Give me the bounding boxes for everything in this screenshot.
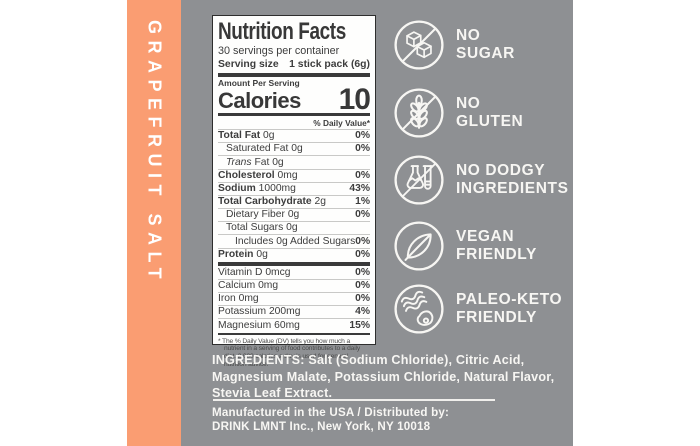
claim-text: NO SUGAR <box>456 26 515 63</box>
flavor-name: GRAPEFRUIT SALT <box>144 20 165 286</box>
vegan-friendly-icon <box>393 220 445 272</box>
claim-text: NO GLUTEN <box>456 94 524 131</box>
table-row: Total Fat 0g 0% <box>218 129 370 142</box>
medium-divider <box>218 113 370 116</box>
thin-divider <box>218 332 370 335</box>
ingredients-line: INGREDIENTS: Salt (Sodium Chloride), Cit… <box>212 353 525 367</box>
nutrient-rows: Total Fat 0g 0% Saturated Fat 0g 0% Tran… <box>218 129 370 261</box>
table-row: Protein 0g 0% <box>218 247 370 260</box>
table-row: Magnesium 60mg 15% <box>218 318 370 331</box>
claim-text: NO DODGY INGREDIENTS <box>456 161 569 198</box>
table-row: Trans Fat 0g <box>218 155 370 168</box>
nutrition-facts-label: Nutrition Facts 30 servings per containe… <box>212 15 376 368</box>
ingredients-text: INGREDIENTS: Salt (Sodium Chloride), Cit… <box>212 352 568 402</box>
no-dodgy-ingredients-icon <box>393 154 445 206</box>
claim-no-sugar: NO SUGAR <box>393 19 515 71</box>
table-row: Dietary Fiber 0g 0% <box>218 208 370 221</box>
table-row: Cholesterol 0mg 0% <box>218 168 370 181</box>
servings-per-container: 30 servings per container <box>218 45 340 57</box>
claim-vegan-friendly: VEGAN FRIENDLY <box>393 220 537 272</box>
table-row: Total Carbohydrate 2g 1% <box>218 194 370 208</box>
claim-no-dodgy-ingredients: NO DODGY INGREDIENTS <box>393 154 569 206</box>
table-row: Sodium 1000mg 43% <box>218 181 370 194</box>
calories-label: Calories <box>218 88 301 113</box>
ingredients-line: Magnesium Malate, Potassium Chloride, Na… <box>212 369 555 384</box>
nutrition-title: Nutrition Facts <box>218 18 346 45</box>
thick-divider <box>218 261 370 266</box>
no-sugar-icon <box>393 19 445 71</box>
manufactured-line: Manufactured in the USA / Distributed by… <box>212 406 450 419</box>
divider-line <box>213 399 495 401</box>
table-row: Calcium 0mg 0% <box>218 278 370 292</box>
table-row: Total Sugars 0g <box>218 221 370 234</box>
table-row: Saturated Fat 0g 0% <box>218 142 370 155</box>
claim-text: PALEO-KETO FRIENDLY <box>456 290 563 327</box>
serving-size-row: Serving size 1 stick pack (6g) <box>218 58 370 72</box>
ingredients-line: Stevia Leaf Extract. <box>212 386 333 400</box>
table-row: Includes 0g Added Sugars 0% <box>218 234 370 247</box>
thick-divider <box>218 73 370 77</box>
calories-value: 10 <box>338 83 371 116</box>
flavor-strip: GRAPEFRUIT SALT <box>127 0 181 446</box>
serving-size-label: Serving size <box>218 59 279 70</box>
amount-per-serving-label: Amount Per Serving <box>218 78 300 88</box>
table-row: Iron 0mg 0% <box>218 292 370 305</box>
distributor-text: Manufactured in the USA / Distributed by… <box>212 406 449 433</box>
table-row: Vitamin D 0mcg 0% <box>218 266 370 278</box>
micronutrient-rows: Vitamin D 0mcg 0% Calcium 0mg 0% Iron 0m… <box>218 267 370 332</box>
daily-value-header: % Daily Value* <box>313 118 370 128</box>
serving-size-value: 1 stick pack (6g) <box>289 59 370 70</box>
distributor-line: DRINK LMNT Inc., New York, NY 10018 <box>212 419 431 433</box>
claim-paleo-keto-friendly: PALEO-KETO FRIENDLY <box>393 283 562 335</box>
paleo-keto-friendly-icon <box>393 283 445 335</box>
no-gluten-icon <box>393 87 445 139</box>
table-row: Potassium 200mg 4% <box>218 305 370 318</box>
claim-no-gluten: NO GLUTEN <box>393 87 523 139</box>
calories-row: Calories 10 <box>218 83 371 116</box>
daily-value-footnote: * The % Daily Value (DV) tells you how m… <box>218 337 361 368</box>
claim-text: VEGAN FRIENDLY <box>456 227 537 264</box>
